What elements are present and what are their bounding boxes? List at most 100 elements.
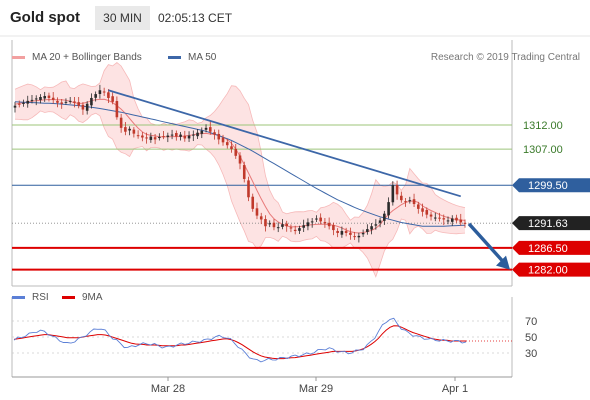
- timeframe-button[interactable]: 30 MIN: [95, 6, 150, 30]
- candle-body: [272, 222, 276, 228]
- rsi-tick-30: 30: [525, 348, 537, 360]
- candle-body: [242, 165, 246, 179]
- candle-body: [289, 227, 293, 229]
- candle-body: [98, 90, 102, 95]
- level-label-text: 1282.00: [528, 265, 568, 277]
- candle-body: [370, 226, 373, 230]
- candle-body: [111, 96, 114, 102]
- rsi-tick-70: 70: [525, 316, 537, 328]
- clock-readout: 02:05:13 CET: [158, 11, 233, 25]
- candle-body: [293, 229, 297, 232]
- candle-body: [213, 132, 216, 135]
- candle-body: [124, 127, 127, 132]
- candle-body: [438, 217, 441, 219]
- level-label-1299.50: 1299.50: [512, 178, 590, 193]
- rsi-tick-50: 50: [525, 332, 537, 344]
- candle-body: [225, 142, 229, 146]
- candle-body: [85, 103, 89, 111]
- candle-body: [412, 199, 416, 205]
- candle-body: [442, 218, 446, 220]
- level-label-1291.63: 1291.63: [512, 216, 590, 231]
- candle-body: [391, 185, 395, 203]
- candle-body: [383, 213, 386, 221]
- candle-body: [361, 232, 365, 235]
- candle-body: [404, 201, 407, 203]
- candle-body: [357, 235, 361, 238]
- candle-body: [429, 214, 433, 217]
- candle-body: [302, 225, 305, 228]
- candle-body: [247, 180, 250, 198]
- level-label-1312.00: 1312.00: [523, 120, 563, 132]
- level-label-text: 1286.50: [528, 243, 568, 255]
- candle-body: [145, 137, 148, 139]
- candle-body: [187, 135, 191, 139]
- candle-body: [366, 229, 369, 232]
- candle-body: [221, 137, 225, 143]
- candle-body: [149, 136, 153, 140]
- candle-body: [446, 220, 450, 222]
- candle-body: [336, 230, 339, 233]
- candle-body: [73, 101, 76, 103]
- candle-body: [421, 208, 424, 212]
- instrument-title: Gold spot: [10, 9, 80, 26]
- candle-body: [81, 104, 85, 110]
- candle-body: [183, 135, 187, 139]
- candle-body: [192, 134, 195, 136]
- bollinger-upper: [14, 61, 466, 221]
- legend-ma50: MA 50: [168, 52, 216, 63]
- candle-body: [47, 95, 51, 98]
- rsi-swatch: [12, 295, 25, 299]
- credit-text: Research © 2019 Trading Central: [430, 52, 580, 63]
- candle-body: [281, 224, 284, 227]
- level-tag: [512, 178, 590, 193]
- candle-body: [107, 92, 110, 98]
- candle-body: [400, 195, 403, 201]
- candle-body: [208, 127, 212, 132]
- candle-body: [230, 146, 233, 150]
- level-label-1286.50: 1286.50: [512, 240, 590, 255]
- candle-body: [344, 231, 348, 233]
- candle-body: [408, 200, 412, 202]
- candle-body: [102, 91, 106, 93]
- candle-body: [179, 134, 182, 137]
- candle-body: [425, 210, 429, 215]
- candle-body: [251, 196, 255, 209]
- candle-body: [217, 133, 221, 140]
- candle-body: [170, 134, 174, 136]
- candle-body: [417, 204, 420, 209]
- candle-body: [175, 132, 178, 137]
- candle-body: [268, 223, 272, 225]
- candle-body: [459, 219, 463, 223]
- candle-body: [119, 117, 123, 128]
- candle-body: [51, 97, 55, 100]
- legend-ma9-label: 9MA: [82, 292, 103, 303]
- candle-body: [353, 236, 356, 238]
- ma9-line: [13, 325, 466, 360]
- candle-body: [64, 101, 68, 103]
- legend-9ma: 9MA: [62, 292, 103, 303]
- candle-body: [56, 100, 59, 103]
- candle-body: [315, 218, 318, 220]
- candle-body: [153, 137, 157, 140]
- candle-body: [259, 216, 263, 220]
- ma50-swatch: [168, 55, 181, 59]
- ma9-swatch: [62, 295, 75, 299]
- level-tag: [512, 216, 590, 231]
- candle-body: [115, 101, 119, 118]
- candle-body: [378, 220, 382, 223]
- candle-body: [327, 222, 331, 227]
- candle-body: [450, 218, 454, 222]
- candle-body: [34, 98, 38, 100]
- candle-body: [310, 221, 314, 223]
- candle-body: [298, 228, 301, 231]
- candle-body: [22, 102, 25, 104]
- candle-body: [340, 231, 344, 235]
- level-label-text: 1299.50: [528, 180, 568, 192]
- level-tag: [512, 262, 590, 277]
- candle-body: [306, 222, 310, 227]
- candle-body: [234, 148, 238, 156]
- legend-ma20-bb: MA 20 + Bollinger Bands: [12, 52, 142, 63]
- level-label-1307.00: 1307.00: [523, 144, 563, 156]
- candle-body: [255, 208, 259, 216]
